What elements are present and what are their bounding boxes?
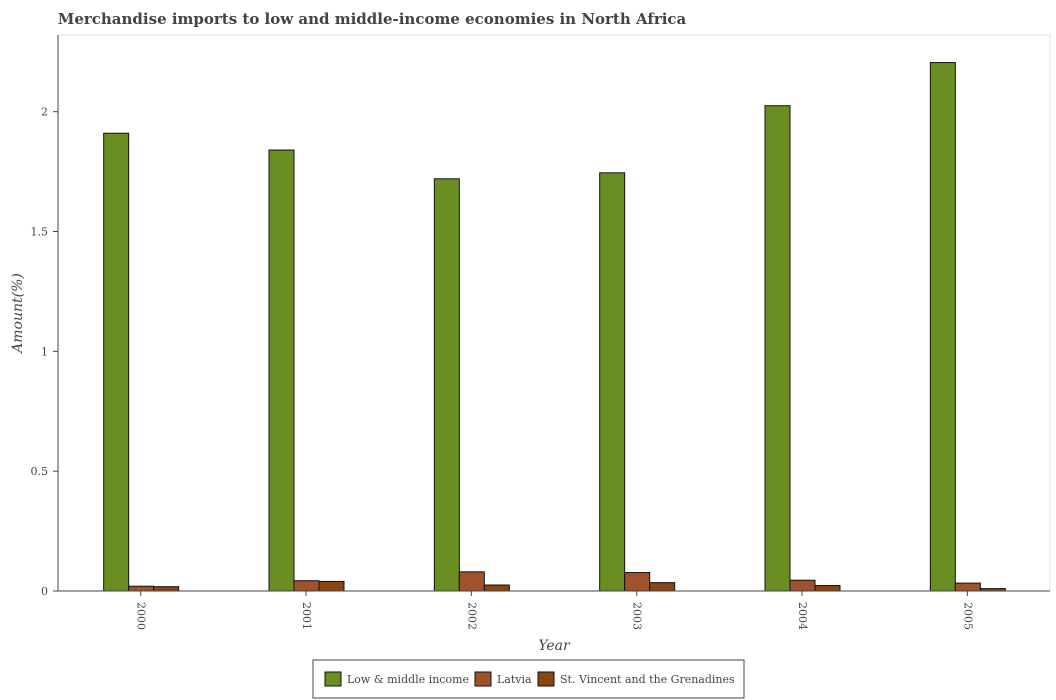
x-ticks-group: 2000 2001 2002 2003 2004 2005	[135, 591, 974, 630]
bar-2002-series-2	[483, 584, 510, 592]
x-tick-label-2003: 2003	[631, 602, 644, 630]
bar-2001-series-1	[293, 580, 320, 592]
legend-swatch-0	[324, 671, 342, 687]
bar-2005-series-0	[929, 62, 956, 592]
bars-group	[103, 62, 1006, 592]
bar-2004-series-2	[814, 584, 841, 592]
x-tick-label-2004: 2004	[796, 602, 809, 630]
y-tick-label-0: 0	[41, 585, 48, 598]
y-tick-label-1: 0.5	[31, 465, 49, 478]
bar-2002-series-1	[458, 571, 485, 592]
legend-swatch-2	[537, 671, 555, 687]
x-tick-label-2000: 2000	[135, 602, 148, 630]
bar-2003-series-0	[599, 172, 626, 592]
bar-2000-series-0	[103, 132, 130, 592]
y-tick-label-2: 1	[41, 345, 48, 358]
legend-swatch-1	[474, 671, 492, 687]
bar-2004-series-0	[764, 105, 791, 592]
legend-label-1: Latvia	[497, 673, 532, 686]
bar-2001-series-2	[318, 580, 345, 592]
x-axis-label: Year	[538, 638, 571, 654]
bar-2000-series-1	[128, 585, 155, 592]
legend-label-2: St. Vincent and the Grenadines	[560, 673, 735, 686]
chart-title: Merchandise imports to low and middle-in…	[58, 10, 687, 28]
bar-2000-series-2	[153, 586, 180, 592]
bar-2003-series-1	[624, 572, 651, 592]
legend: Low & middle income Latvia St. Vincent and…	[312, 659, 745, 699]
plot-frame	[57, 34, 1051, 592]
x-tick-label-2001: 2001	[300, 602, 313, 630]
bar-2004-series-1	[789, 579, 816, 592]
legend-label-0: Low & middle income	[347, 673, 469, 686]
x-tick-label-2002: 2002	[465, 602, 478, 630]
y-tick-label-3: 1.5	[31, 226, 49, 239]
legend-box	[312, 659, 745, 699]
y-ticks-group: 0 0.5 1 1.5 2	[31, 106, 58, 598]
bar-2005-series-1	[954, 582, 981, 592]
bar-2003-series-2	[649, 582, 676, 592]
y-tick-label-4: 2	[41, 106, 48, 119]
x-tick-label-2005: 2005	[961, 602, 974, 630]
legend-items: Low & middle income Latvia St. Vincent and…	[324, 671, 735, 687]
bar-2002-series-0	[433, 178, 460, 592]
bar-2001-series-0	[268, 149, 295, 592]
y-axis-label: Amount(%)	[10, 273, 26, 355]
